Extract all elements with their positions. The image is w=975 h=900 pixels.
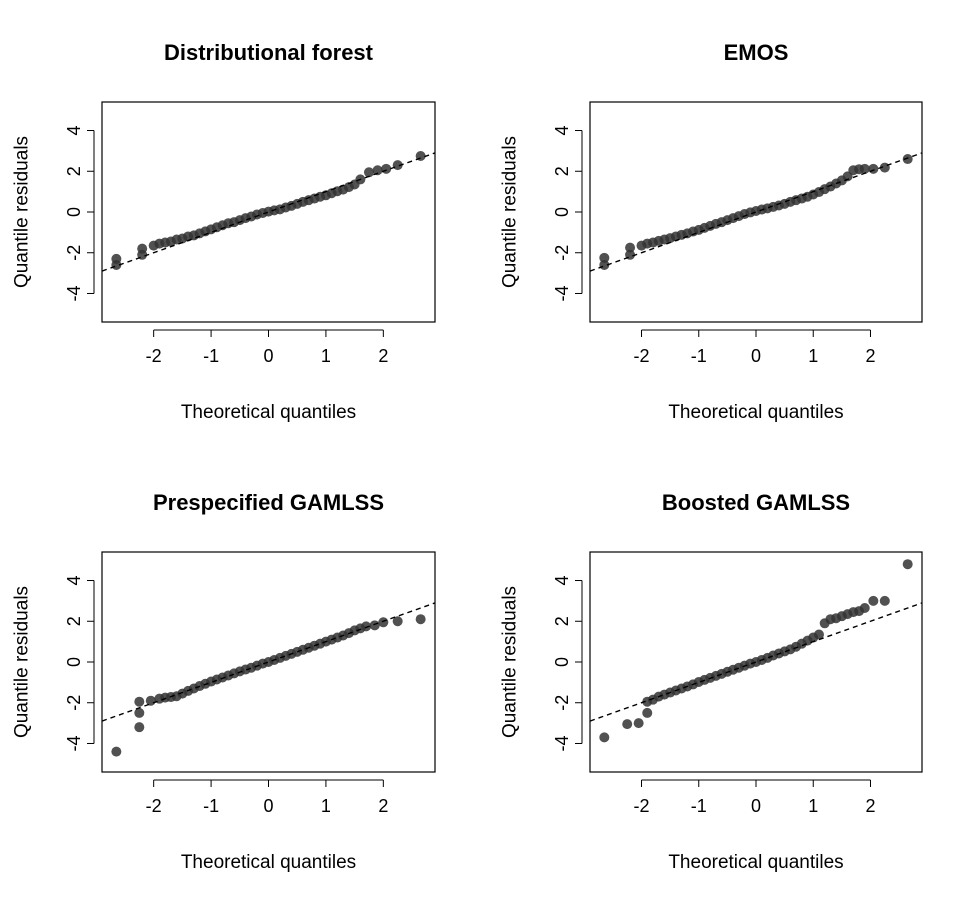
reference-line [102,602,435,722]
y-tick-label: 2 [552,616,572,626]
plot-frame [589,551,923,773]
data-point [902,559,913,570]
data-point [369,620,380,631]
x-tick-label: 1 [321,346,331,366]
data-point [859,603,870,614]
data-point [859,163,870,174]
qq-panel-3: Prespecified GAMLSS -2 -1 0 1 2 -4 -2 0 2 4 Theoret… [12,490,436,873]
y-tick-label: -4 [64,285,84,301]
x-tick-label: -1 [691,796,707,816]
data-layer [102,602,435,757]
data-point [813,629,824,640]
x-tick-label: 2 [378,796,388,816]
plot-frame [101,551,436,773]
data-point [902,154,913,165]
data-point [868,163,879,174]
data-point [625,242,636,253]
y-tick-label: 0 [552,657,572,667]
y-tick-label: 0 [64,657,84,667]
x-tick-label: 0 [751,796,761,816]
y-tick-label: 2 [552,166,572,176]
x-tick-label: 2 [378,346,388,366]
data-point [633,718,644,729]
data-point [642,707,653,718]
y-tick-label: -4 [64,735,84,751]
y-tick-label: 2 [64,166,84,176]
reference-line [102,152,435,272]
data-point [599,732,610,743]
x-tick-label: -1 [203,346,219,366]
panel-title: Distributional forest [164,40,374,65]
data-point [879,595,890,606]
x-tick-label: -1 [691,346,707,366]
y-tick-label: 4 [64,126,84,136]
y-tick-label: 0 [552,207,572,217]
x-axis-label: Theoretical quantiles [181,402,356,423]
x-axis-label: Theoretical quantiles [668,852,843,873]
x-axis-label: Theoretical quantiles [668,402,843,423]
y-tick-label: -2 [64,695,84,711]
data-point [381,163,392,174]
y-tick-label: -4 [552,735,572,751]
y-tick-label: 4 [552,126,572,136]
data-point [372,165,383,176]
data-point [415,614,426,625]
y-axis-label: Quantile residuals [12,586,33,738]
data-point [378,617,389,628]
x-tick-label: 1 [321,796,331,816]
x-tick-label: -1 [203,796,219,816]
x-tick-label: 0 [263,796,273,816]
data-point [622,719,633,730]
data-layer [590,559,922,743]
panel-title: Boosted GAMLSS [662,490,850,515]
x-tick-label: 2 [865,796,875,816]
plot-frame [101,101,436,323]
qq-panel-4: Boosted GAMLSS -2 -1 0 1 2 -4 -2 0 2 4 Theoretical … [500,490,923,873]
data-point [361,621,372,632]
data-point [134,696,145,707]
data-point [145,695,156,706]
data-point [111,746,122,757]
plot-frame [589,101,923,323]
qq-panel-2: EMOS -2 -1 0 1 2 -4 -2 0 2 4 Theoretical quantiles Q… [500,40,923,423]
reference-line [590,152,922,272]
y-tick-label: -2 [552,245,572,261]
data-point [868,595,879,606]
y-axis-label: Quantile residuals [12,136,33,288]
data-point [134,707,145,718]
x-tick-label: -2 [634,796,650,816]
x-tick-label: -2 [146,346,162,366]
data-point [599,252,610,263]
panel-title: EMOS [724,40,789,65]
y-tick-label: 2 [64,616,84,626]
qq-panel-1: Distributional forest -2 -1 0 1 2 -4 -2 0 2 4 Theor… [12,40,436,423]
data-point [363,167,374,178]
data-point [392,616,403,627]
x-tick-label: 1 [808,796,818,816]
y-tick-label: 0 [64,207,84,217]
y-tick-label: 4 [552,576,572,586]
data-point [134,722,145,733]
x-tick-label: 0 [263,346,273,366]
panel-title: Prespecified GAMLSS [153,490,384,515]
y-axis-label: Quantile residuals [500,586,521,738]
y-tick-label: 4 [64,576,84,586]
y-tick-label: -2 [552,695,572,711]
x-tick-label: 0 [751,346,761,366]
x-tick-label: -2 [634,346,650,366]
x-axis-label: Theoretical quantiles [181,852,356,873]
data-layer [590,152,922,272]
data-layer [102,150,435,272]
reference-line [590,602,922,722]
x-tick-label: 1 [808,346,818,366]
x-tick-label: -2 [146,796,162,816]
x-tick-label: 2 [865,346,875,366]
y-axis-label: Quantile residuals [500,136,521,288]
y-tick-label: -4 [552,285,572,301]
y-tick-label: -2 [64,245,84,261]
